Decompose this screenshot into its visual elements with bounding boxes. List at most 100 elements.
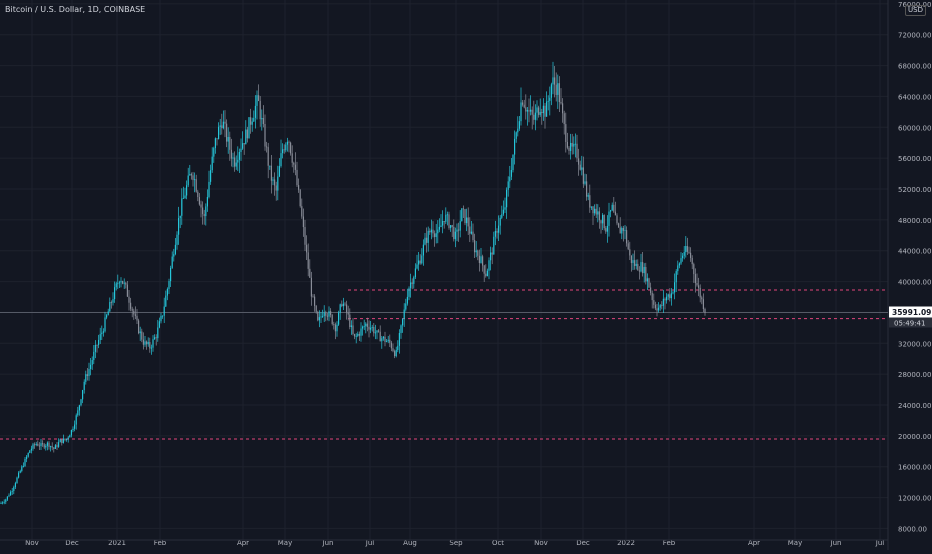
candle-body <box>589 195 591 208</box>
candle-body <box>136 315 138 321</box>
candle-body <box>10 491 12 496</box>
candle-body <box>192 175 194 181</box>
candle-body <box>595 208 597 215</box>
candle-body <box>221 125 223 129</box>
candle-body <box>392 348 394 352</box>
candle-body <box>235 162 237 167</box>
y-tick-label: 48000.00 <box>898 217 931 225</box>
currency-badge[interactable]: USD <box>905 5 926 16</box>
candle-body <box>688 251 690 253</box>
candle-body <box>549 97 551 101</box>
candle-body <box>603 214 605 229</box>
x-tick-label: Jun <box>830 539 842 547</box>
candle-body <box>390 342 392 349</box>
candle-body <box>322 316 324 317</box>
x-tick-label: 2022 <box>617 539 635 547</box>
candle-body <box>362 326 364 329</box>
candle-body <box>203 214 205 217</box>
candle-body <box>50 446 52 448</box>
candle-body <box>394 351 396 357</box>
x-tick-label: Jun <box>322 539 334 547</box>
candle-body <box>78 405 80 411</box>
candle-body <box>106 315 108 318</box>
candle-body <box>371 326 373 328</box>
candle-body <box>470 231 472 234</box>
candle-body <box>75 415 77 425</box>
candle-body <box>270 165 272 181</box>
candle-body <box>53 447 55 449</box>
candle-body <box>677 265 679 272</box>
candle-body <box>618 223 620 228</box>
candle-body <box>22 466 24 467</box>
candle-body <box>83 381 85 391</box>
candle-body <box>283 149 285 151</box>
candle-body <box>187 175 189 186</box>
y-tick-label: 32000.00 <box>898 340 931 348</box>
candle-body <box>405 303 407 310</box>
candle-body <box>685 246 687 253</box>
candle-body <box>102 331 104 333</box>
candle-body <box>312 296 314 298</box>
candle-body <box>389 339 391 343</box>
candle-body <box>600 220 602 224</box>
candle-body <box>400 325 402 334</box>
candle-body <box>363 326 365 328</box>
candle-body <box>160 315 162 322</box>
candle-body <box>374 332 376 334</box>
candle-body <box>325 312 327 316</box>
candle-body <box>365 323 367 327</box>
candle-body <box>70 429 72 436</box>
candle-body <box>466 217 468 224</box>
candle-body <box>704 309 706 313</box>
candle-body <box>66 438 68 441</box>
candle-body <box>352 325 354 334</box>
candle-body <box>61 439 63 443</box>
candle-body <box>115 283 117 288</box>
x-tick-label: Apr <box>237 539 249 547</box>
candle-body <box>555 84 557 95</box>
candle-body <box>424 237 426 245</box>
candle-body <box>381 338 383 342</box>
candle-body <box>493 236 495 255</box>
candle-body <box>446 214 448 216</box>
candle-body <box>570 142 572 151</box>
candle-body <box>214 138 216 149</box>
candle-body <box>454 231 456 240</box>
candle-body <box>451 225 453 227</box>
candle-body <box>144 341 146 345</box>
y-tick-label: 40000.00 <box>898 279 931 287</box>
candle-body <box>515 132 517 139</box>
candle-body <box>566 141 568 148</box>
x-tick-label: Apr <box>748 539 760 547</box>
candle-body <box>315 305 317 312</box>
candle-body <box>146 341 148 345</box>
candle-body <box>80 399 82 406</box>
candle-body <box>171 256 173 268</box>
candle-body <box>112 299 114 303</box>
candle-body <box>174 244 176 255</box>
candle-body <box>477 250 479 256</box>
candle-body <box>602 214 604 224</box>
candle-body <box>467 217 469 227</box>
candle-body <box>694 274 696 284</box>
candle-body <box>99 334 101 340</box>
candle-body <box>333 324 335 325</box>
x-tick-label: Feb <box>154 539 167 547</box>
candle-body <box>418 260 420 265</box>
candle-body <box>158 321 160 328</box>
candle-body <box>523 104 525 108</box>
candle-body <box>210 170 212 182</box>
candle-body <box>323 312 325 317</box>
candle-body <box>410 282 412 289</box>
candle-body <box>117 283 119 285</box>
candle-body <box>483 265 485 274</box>
candle-body <box>490 252 492 261</box>
candle-body <box>130 302 132 309</box>
y-tick-label: 56000.00 <box>898 155 931 163</box>
candle-body <box>528 110 530 112</box>
candle-body <box>558 83 560 103</box>
candle-body <box>258 95 260 101</box>
candle-body <box>30 448 32 451</box>
candle-body <box>456 229 458 232</box>
